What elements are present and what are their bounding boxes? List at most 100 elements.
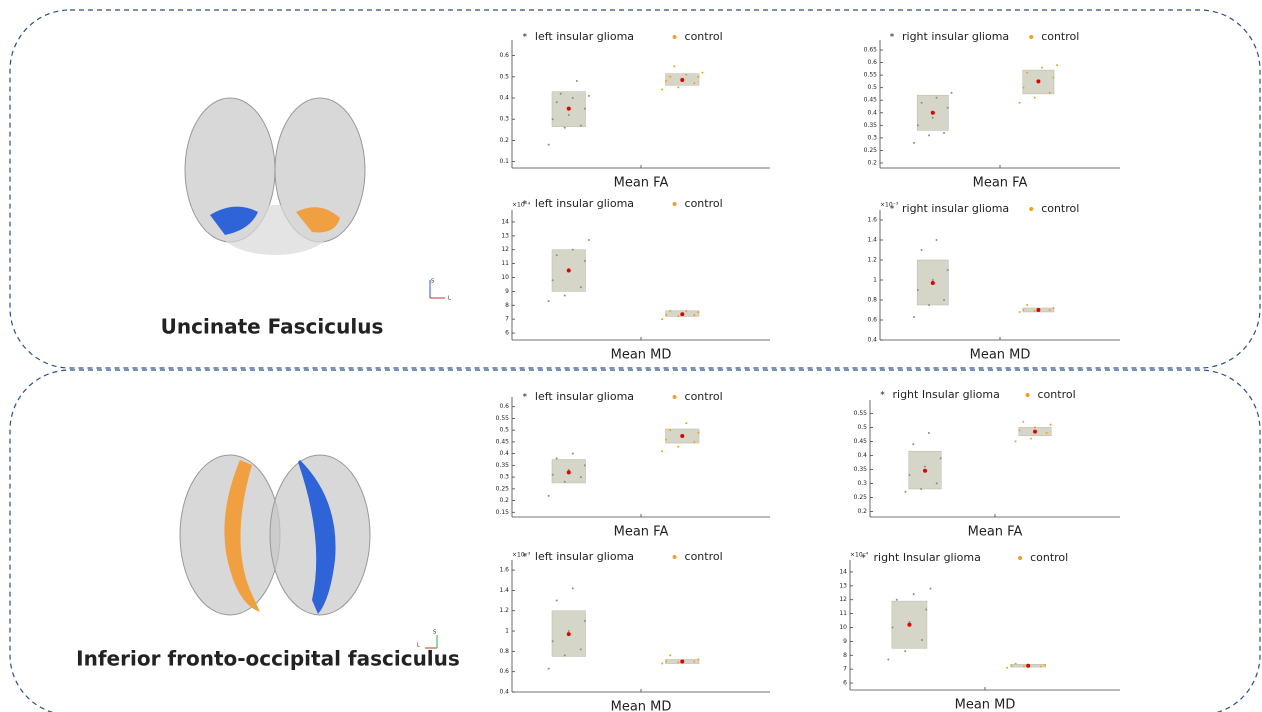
data-point bbox=[1044, 664, 1046, 666]
mean-marker bbox=[567, 470, 571, 474]
y-tick-label: 0.2 bbox=[499, 497, 509, 504]
data-point bbox=[1015, 663, 1017, 665]
data-point bbox=[1049, 309, 1051, 311]
y-tick-label: 0.8 bbox=[867, 297, 877, 304]
data-point bbox=[1040, 665, 1042, 667]
y-tick-label: 0.2 bbox=[857, 508, 867, 515]
data-point bbox=[951, 92, 953, 94]
data-point bbox=[556, 600, 558, 602]
data-point bbox=[924, 466, 926, 468]
legend-marker: * bbox=[880, 391, 885, 401]
data-point bbox=[932, 279, 934, 281]
data-point bbox=[584, 620, 586, 622]
data-point bbox=[669, 429, 671, 431]
data-point bbox=[925, 608, 927, 610]
legend-marker bbox=[673, 202, 677, 206]
y-tick-label: 0.6 bbox=[499, 52, 509, 59]
y-tick-label: 0.25 bbox=[496, 485, 510, 492]
legend-marker bbox=[1029, 207, 1033, 211]
y-tick-label: 13 bbox=[501, 232, 509, 239]
data-point bbox=[1034, 426, 1036, 428]
legend-marker: * bbox=[523, 33, 528, 43]
x-axis-label: Mean MD bbox=[611, 700, 672, 712]
data-point bbox=[1010, 665, 1012, 667]
y-tick-label: 0.5 bbox=[499, 427, 509, 434]
y-tick-label: 0.3 bbox=[499, 116, 509, 123]
figure: Uncinate Fasciculus Inferior fronto-occi… bbox=[0, 0, 1262, 712]
data-point bbox=[1018, 429, 1020, 431]
mean-marker bbox=[1033, 430, 1037, 434]
data-point bbox=[665, 439, 667, 441]
mean-marker bbox=[567, 107, 571, 111]
data-point bbox=[917, 289, 919, 291]
data-point bbox=[947, 269, 949, 271]
legend-label: control bbox=[1041, 30, 1079, 43]
data-point bbox=[560, 93, 562, 95]
data-point bbox=[580, 648, 582, 650]
brain-image bbox=[180, 455, 437, 648]
data-point bbox=[669, 654, 671, 656]
x-axis-label: Mean FA bbox=[614, 525, 669, 540]
mean-marker bbox=[931, 281, 935, 285]
data-point bbox=[693, 82, 695, 84]
legend-marker: * bbox=[523, 200, 528, 210]
legend-marker bbox=[1029, 35, 1033, 39]
data-point bbox=[548, 495, 550, 497]
y-tick-label: 14 bbox=[839, 568, 847, 575]
data-point bbox=[887, 658, 889, 660]
data-point bbox=[568, 630, 570, 632]
data-point bbox=[564, 481, 566, 483]
y-tick-label: 0.5 bbox=[499, 73, 509, 80]
data-point bbox=[576, 80, 578, 82]
data-point bbox=[548, 300, 550, 302]
mean-marker bbox=[923, 469, 927, 473]
y-tick-label: 0.55 bbox=[496, 415, 510, 422]
panel-label: Inferior fronto-occipital fasciculus bbox=[76, 647, 460, 671]
data-point bbox=[701, 72, 703, 74]
data-point bbox=[1046, 432, 1048, 434]
legend-label: control bbox=[1030, 551, 1068, 564]
data-point bbox=[1022, 87, 1024, 89]
data-point bbox=[661, 663, 663, 665]
data-point bbox=[588, 95, 590, 97]
mean-marker bbox=[567, 269, 571, 273]
data-point bbox=[677, 662, 679, 664]
y-tick-label: 9 bbox=[505, 288, 509, 295]
y-tick-label: 6 bbox=[843, 680, 847, 687]
data-point bbox=[1006, 667, 1008, 669]
y-tick-label: 0.4 bbox=[499, 450, 509, 457]
legend-marker bbox=[1018, 556, 1022, 560]
y-tick-label: 0.25 bbox=[864, 147, 878, 154]
data-point bbox=[693, 661, 695, 663]
data-point bbox=[677, 315, 679, 317]
brain-image bbox=[185, 98, 445, 298]
data-point bbox=[580, 476, 582, 478]
data-point bbox=[572, 453, 574, 455]
data-point bbox=[908, 621, 910, 623]
data-point bbox=[905, 491, 907, 493]
data-point bbox=[665, 80, 667, 82]
y-tick-label: 8 bbox=[505, 302, 509, 309]
y-tick-label: 0.35 bbox=[864, 122, 878, 129]
data-point bbox=[572, 587, 574, 589]
data-point bbox=[665, 314, 667, 316]
legend-marker: * bbox=[523, 393, 528, 403]
y-tick-label: 1 bbox=[873, 277, 877, 284]
y-tick-label: 7 bbox=[505, 316, 509, 323]
y-tick-label: 0.4 bbox=[857, 452, 867, 459]
legend-label: right Insular glioma bbox=[893, 388, 1000, 401]
mean-marker bbox=[567, 632, 571, 636]
legend-marker: * bbox=[890, 205, 895, 215]
data-point bbox=[564, 295, 566, 297]
x-axis-label: Mean MD bbox=[970, 348, 1031, 363]
legend-marker bbox=[1026, 393, 1030, 397]
data-point bbox=[552, 118, 554, 120]
mean-marker bbox=[1036, 79, 1040, 83]
y-tick-label: 0.2 bbox=[867, 159, 877, 166]
y-multiplier: ×10⁻⁴ bbox=[850, 552, 869, 559]
data-point bbox=[1034, 97, 1036, 99]
data-point bbox=[584, 464, 586, 466]
y-tick-label: 0.65 bbox=[864, 47, 878, 54]
data-point bbox=[1026, 72, 1028, 74]
data-point bbox=[685, 310, 687, 312]
